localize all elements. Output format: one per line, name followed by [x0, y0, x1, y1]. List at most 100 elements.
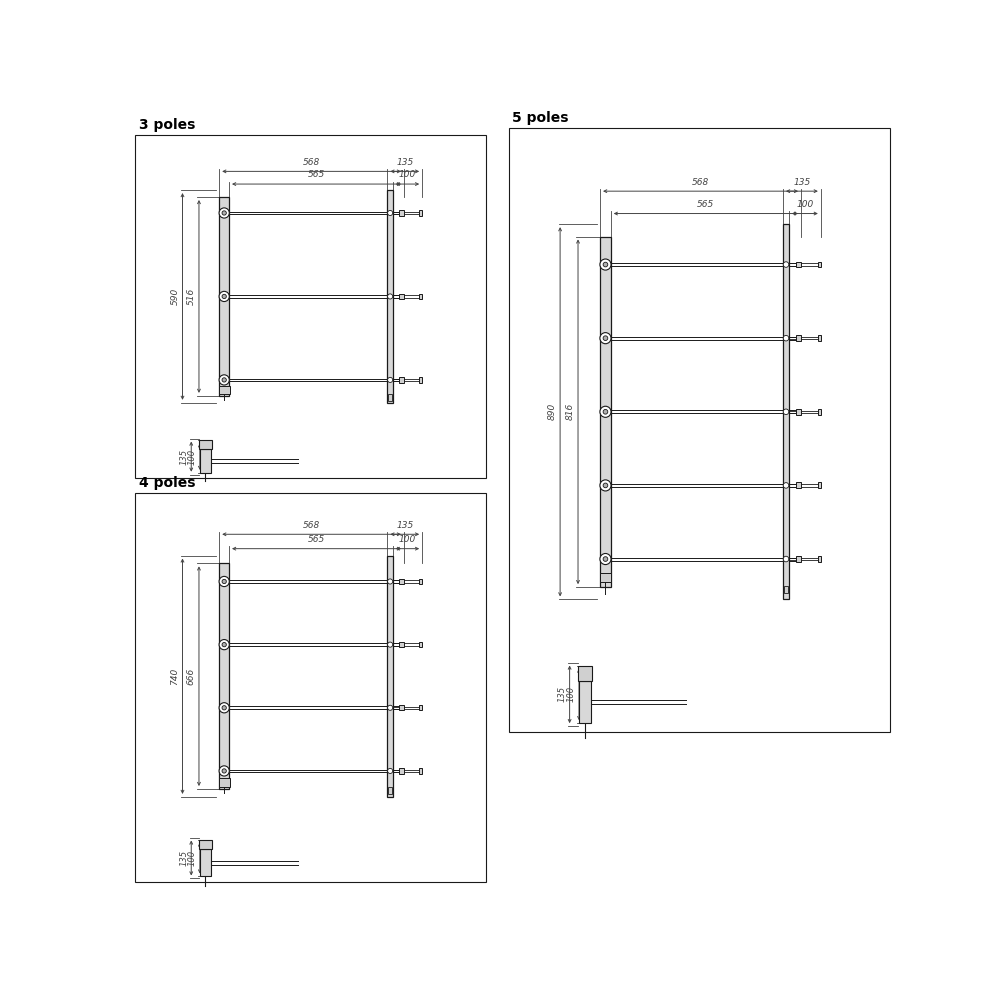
Bar — [399, 768, 404, 774]
Bar — [509, 128, 890, 732]
Text: 568: 568 — [692, 178, 709, 187]
Bar — [419, 768, 422, 774]
Text: 666: 666 — [187, 668, 196, 685]
Bar — [419, 377, 422, 383]
Circle shape — [222, 706, 226, 710]
Text: 816: 816 — [566, 403, 575, 420]
Bar — [600, 237, 611, 587]
Bar — [219, 778, 230, 787]
Circle shape — [219, 291, 229, 302]
Bar — [387, 190, 393, 403]
Text: 590: 590 — [170, 288, 179, 305]
Bar — [784, 586, 788, 593]
Circle shape — [783, 262, 789, 267]
Circle shape — [222, 642, 226, 647]
Text: 135: 135 — [396, 521, 413, 530]
Bar — [578, 666, 592, 681]
Bar — [818, 262, 821, 267]
Circle shape — [219, 703, 229, 713]
Circle shape — [783, 409, 789, 415]
Circle shape — [603, 336, 608, 341]
Text: 890: 890 — [548, 403, 557, 420]
Circle shape — [603, 557, 608, 561]
Circle shape — [600, 333, 611, 344]
Circle shape — [388, 642, 393, 647]
Bar — [399, 377, 404, 383]
Text: 100: 100 — [399, 170, 416, 179]
Bar — [796, 262, 801, 267]
Bar — [399, 642, 404, 647]
Circle shape — [388, 579, 393, 584]
Bar — [419, 642, 422, 647]
Bar — [419, 210, 422, 216]
Bar — [219, 197, 229, 396]
Bar — [219, 386, 230, 394]
Circle shape — [600, 406, 611, 417]
Text: 565: 565 — [308, 170, 325, 179]
Circle shape — [603, 483, 608, 488]
Text: 568: 568 — [303, 521, 320, 530]
Circle shape — [388, 210, 393, 216]
Bar — [579, 681, 591, 723]
Text: 135: 135 — [179, 850, 188, 866]
Text: 100: 100 — [188, 850, 197, 866]
Text: 135: 135 — [793, 178, 811, 187]
Circle shape — [219, 208, 229, 218]
Text: 5 poles: 5 poles — [512, 111, 569, 125]
Text: 135: 135 — [396, 158, 413, 167]
Bar — [796, 556, 801, 562]
Bar — [399, 210, 404, 216]
Bar — [199, 840, 212, 849]
Bar — [200, 849, 211, 876]
Circle shape — [388, 768, 393, 773]
Bar — [796, 335, 801, 341]
Bar — [199, 440, 212, 449]
Circle shape — [783, 556, 789, 562]
Bar — [387, 556, 393, 797]
Circle shape — [603, 262, 608, 267]
Circle shape — [600, 480, 611, 491]
Text: 568: 568 — [303, 158, 320, 167]
Bar — [796, 482, 801, 488]
Circle shape — [222, 769, 226, 773]
Bar — [200, 449, 211, 473]
Bar — [388, 394, 392, 401]
Circle shape — [603, 409, 608, 414]
Text: 565: 565 — [308, 535, 325, 544]
Text: 100: 100 — [567, 686, 576, 702]
Circle shape — [222, 294, 226, 299]
Text: 740: 740 — [170, 668, 179, 685]
Text: 565: 565 — [697, 200, 715, 209]
Circle shape — [222, 211, 226, 215]
Circle shape — [388, 705, 393, 710]
Circle shape — [219, 640, 229, 650]
Text: 135: 135 — [179, 449, 188, 465]
Text: 4 poles: 4 poles — [139, 476, 196, 490]
Text: 100: 100 — [796, 200, 813, 209]
Circle shape — [783, 483, 789, 488]
Bar — [818, 482, 821, 488]
Circle shape — [219, 375, 229, 385]
Bar — [796, 409, 801, 415]
Text: 100: 100 — [188, 449, 197, 465]
Bar — [818, 409, 821, 415]
Bar — [135, 135, 486, 478]
Bar — [600, 573, 611, 582]
Circle shape — [222, 378, 226, 382]
Circle shape — [222, 579, 226, 584]
Circle shape — [219, 766, 229, 776]
Circle shape — [783, 335, 789, 341]
Circle shape — [600, 259, 611, 270]
Bar — [399, 705, 404, 710]
Bar — [818, 556, 821, 562]
Bar — [399, 294, 404, 299]
Bar — [135, 493, 486, 882]
Circle shape — [219, 576, 229, 587]
Circle shape — [600, 553, 611, 565]
Bar — [399, 579, 404, 584]
Bar — [419, 705, 422, 710]
Text: 3 poles: 3 poles — [139, 118, 195, 132]
Bar — [783, 224, 789, 599]
Bar — [818, 335, 821, 341]
Text: 100: 100 — [399, 535, 416, 544]
